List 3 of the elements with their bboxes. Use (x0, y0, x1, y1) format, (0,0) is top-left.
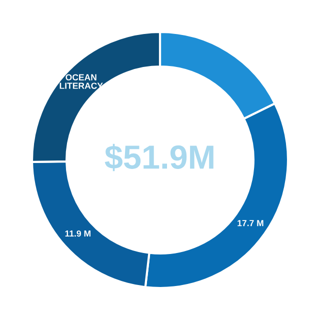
text: $51.9M (104, 144, 214, 172)
data-label: 11.9 M (65, 230, 90, 237)
data-label: 17.7 M (238, 220, 264, 226)
